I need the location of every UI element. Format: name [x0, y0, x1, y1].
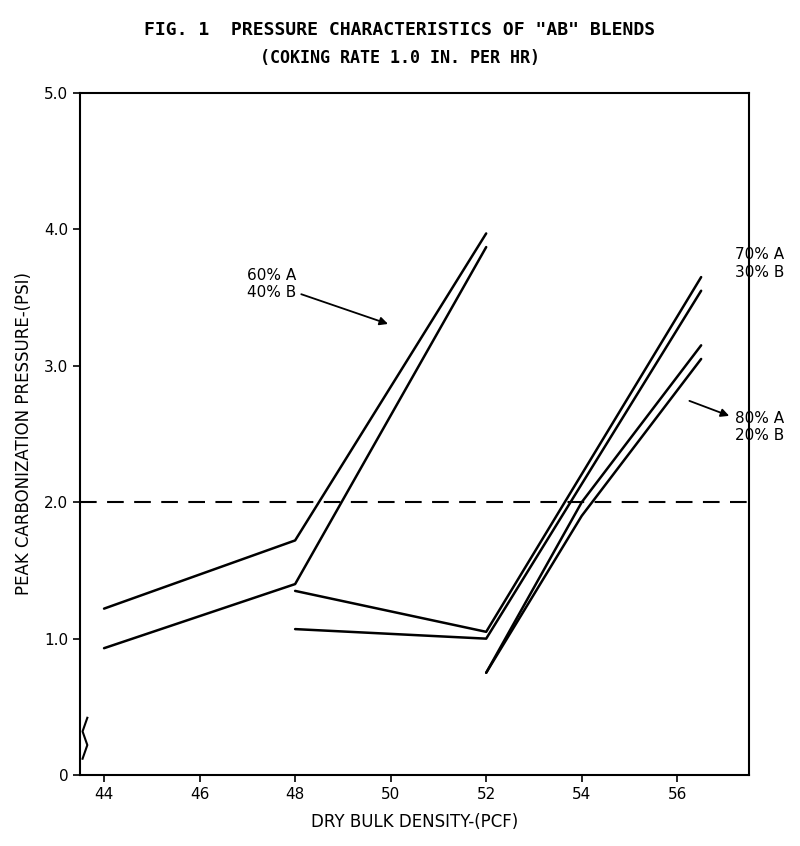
- Text: FIG. 1  PRESSURE CHARACTERISTICS OF "AB" BLENDS: FIG. 1 PRESSURE CHARACTERISTICS OF "AB" …: [145, 21, 655, 39]
- X-axis label: DRY BULK DENSITY-(PCF): DRY BULK DENSITY-(PCF): [311, 813, 518, 831]
- Text: 80% A
20% B: 80% A 20% B: [690, 401, 784, 443]
- Text: (COKING RATE 1.0 IN. PER HR): (COKING RATE 1.0 IN. PER HR): [260, 49, 540, 67]
- Text: 70% A
30% B: 70% A 30% B: [734, 247, 784, 280]
- Text: 60% A
40% B: 60% A 40% B: [246, 267, 386, 324]
- Y-axis label: PEAK CARBONIZATION PRESSURE-(PSI): PEAK CARBONIZATION PRESSURE-(PSI): [15, 272, 33, 596]
